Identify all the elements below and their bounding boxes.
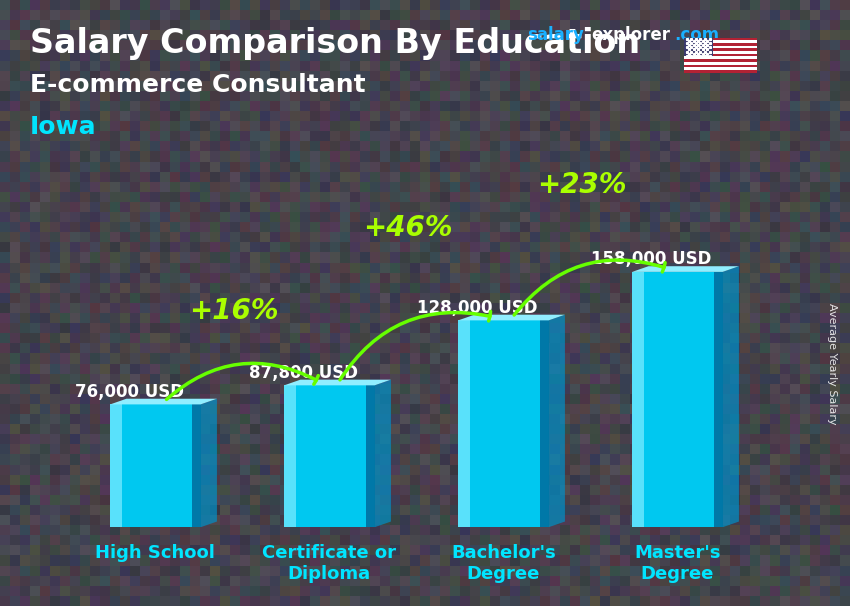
Text: +46%: +46% [363, 213, 452, 242]
Bar [191, 404, 201, 527]
Bar [684, 38, 756, 40]
Bar [284, 385, 375, 527]
Text: 76,000 USD: 76,000 USD [75, 382, 184, 401]
Bar [110, 404, 201, 527]
Text: Average Yearly Salary: Average Yearly Salary [827, 303, 837, 424]
Polygon shape [284, 380, 391, 385]
Text: 128,000 USD: 128,000 USD [417, 299, 537, 316]
Bar [684, 45, 756, 48]
Bar [632, 272, 722, 527]
Polygon shape [110, 399, 217, 404]
Text: salary: salary [527, 26, 584, 44]
Text: 158,000 USD: 158,000 USD [591, 250, 711, 268]
Polygon shape [375, 380, 391, 527]
Bar [684, 54, 756, 56]
Bar [684, 40, 756, 43]
Bar [284, 385, 296, 527]
Text: explorer: explorer [591, 26, 670, 44]
Text: .com: .com [674, 26, 719, 44]
Bar [458, 321, 548, 527]
Text: Iowa: Iowa [30, 115, 96, 139]
Text: +16%: +16% [189, 298, 279, 325]
Polygon shape [458, 315, 565, 321]
Bar [684, 65, 756, 67]
Text: Salary Comparison By Education: Salary Comparison By Education [30, 27, 640, 60]
Bar [684, 51, 756, 54]
Text: +23%: +23% [537, 171, 626, 199]
Bar [684, 59, 756, 62]
Bar [110, 404, 122, 527]
Polygon shape [548, 315, 565, 527]
Polygon shape [722, 266, 739, 527]
Bar [684, 38, 713, 56]
Bar [632, 272, 644, 527]
Bar [540, 321, 548, 527]
Bar [684, 62, 756, 65]
Bar [714, 272, 722, 527]
Bar [366, 385, 375, 527]
Bar [684, 48, 756, 51]
Bar [684, 56, 756, 59]
Polygon shape [201, 399, 217, 527]
Text: E-commerce Consultant: E-commerce Consultant [30, 73, 366, 97]
Text: 87,800 USD: 87,800 USD [249, 364, 358, 382]
Bar [684, 43, 756, 45]
Polygon shape [632, 266, 739, 272]
Bar [684, 70, 756, 73]
Bar [684, 67, 756, 70]
Bar [458, 321, 470, 527]
